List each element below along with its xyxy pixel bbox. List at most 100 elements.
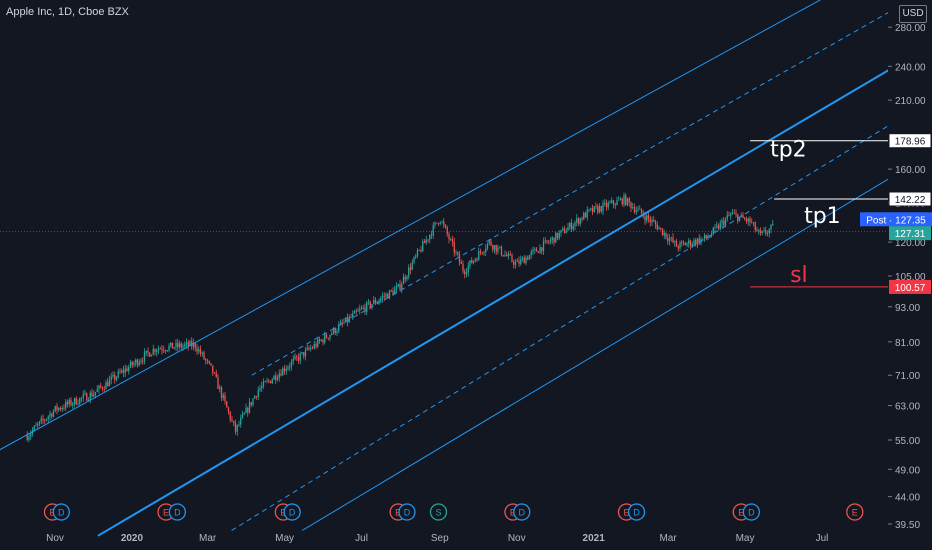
candle-body-154 (296, 356, 298, 358)
candle-body-402 (730, 213, 732, 216)
y-tick-label-5: 71.00 (895, 371, 920, 382)
candle-body-44 (103, 389, 105, 390)
candle-body-338 (618, 199, 620, 201)
candle-body-149 (287, 367, 289, 370)
candle-body-227 (423, 241, 426, 244)
candle-body-359 (654, 221, 657, 225)
candle-body-225 (420, 249, 422, 252)
candle-body-100 (201, 352, 203, 354)
candle-body-116 (229, 411, 231, 420)
candle-body-353 (644, 216, 646, 221)
candle-body-124 (243, 413, 245, 415)
candle-body-379 (689, 240, 692, 246)
candle-body-63 (136, 359, 139, 366)
candle-body-160 (306, 347, 308, 350)
candle-body-300 (551, 237, 553, 240)
candle-body-133 (259, 388, 261, 391)
candle-body-270 (499, 246, 501, 248)
candle-body-426 (772, 223, 774, 225)
candle-body-192 (362, 307, 364, 309)
candle-body-413 (749, 218, 751, 223)
candle-body-165 (315, 344, 317, 347)
event-E-15[interactable] (846, 503, 864, 521)
candle-body-73 (154, 349, 156, 353)
tp2-tag (888, 133, 932, 149)
candle-body-46 (107, 382, 109, 387)
candle-body-64 (138, 362, 140, 366)
candle-body-51 (115, 377, 118, 380)
candle-body-182 (345, 317, 347, 323)
event-D-label-10: D (519, 508, 526, 518)
candle-body-153 (294, 356, 296, 359)
candle-body-16 (54, 405, 56, 411)
candle-body-202 (380, 298, 382, 301)
candle-body-71 (150, 354, 153, 357)
candle-body-308 (565, 230, 567, 234)
candle-body-200 (376, 302, 378, 304)
candle-body-24 (68, 399, 70, 405)
sl-label: sl (790, 263, 808, 288)
candle-body-293 (539, 247, 541, 253)
candle-body-234 (436, 222, 438, 224)
candle-body-311 (570, 222, 573, 230)
currency-button[interactable]: USD (899, 5, 927, 23)
candle-body-65 (140, 360, 142, 363)
candle-body-306 (562, 228, 564, 230)
event-D-14[interactable] (742, 503, 761, 521)
candle-body-305 (560, 229, 562, 233)
candle-body-175 (332, 328, 335, 334)
candle-body-143 (276, 378, 279, 380)
candle-body-272 (502, 255, 504, 257)
y-tick-label-9: 120.00 (895, 238, 926, 249)
candle-body-356 (649, 218, 651, 223)
candle-body-99 (199, 349, 202, 354)
candle-body-144 (278, 373, 280, 379)
candle-body-61 (133, 363, 135, 366)
candle-body-106 (212, 365, 214, 373)
y-tick-label-14: 280.00 (895, 23, 926, 34)
candle-body-390 (709, 236, 711, 238)
event-D-12[interactable] (627, 503, 646, 521)
candle-body-286 (527, 257, 529, 260)
candle-body-417 (756, 229, 758, 232)
candle-body-168 (320, 339, 322, 341)
event-D-3[interactable] (168, 503, 187, 521)
candle-body-104 (208, 360, 210, 364)
candle-body-369 (672, 237, 674, 243)
candle-body-206 (387, 294, 389, 299)
event-S-8[interactable] (429, 503, 448, 521)
channel-lines (0, 0, 919, 537)
candle-body-276 (509, 253, 511, 256)
candle-body-193 (364, 307, 366, 312)
candle-body-108 (215, 372, 217, 378)
candle-body-389 (707, 237, 709, 239)
event-D-10[interactable] (513, 503, 531, 521)
tp1-label: tp1 (804, 204, 841, 229)
candle-body-75 (157, 348, 160, 351)
candle-body-229 (427, 239, 429, 241)
candle-body-140 (271, 379, 273, 384)
event-D-1[interactable] (52, 503, 70, 521)
candle-body-401 (728, 215, 730, 217)
candle-body-291 (535, 248, 538, 252)
candle-body-266 (492, 245, 494, 250)
candle-body-271 (500, 246, 503, 256)
candle-body-119 (234, 423, 237, 432)
candle-body-299 (549, 239, 552, 243)
candle-body-107 (213, 372, 216, 374)
candle-body-382 (695, 240, 697, 245)
event-D-7[interactable] (398, 503, 416, 521)
candle-body-35 (87, 400, 90, 401)
sl-tag (889, 279, 931, 294)
candle-body-364 (663, 232, 665, 236)
candle-body-368 (670, 237, 672, 239)
y-tick-label-3: 55.00 (895, 436, 920, 447)
candle-body-197 (371, 304, 373, 308)
candle-body-142 (275, 375, 277, 380)
candle-body-79 (164, 350, 167, 352)
event-D-5[interactable] (283, 503, 301, 521)
candle-body-424 (768, 229, 770, 234)
candle-body-83 (171, 342, 174, 349)
